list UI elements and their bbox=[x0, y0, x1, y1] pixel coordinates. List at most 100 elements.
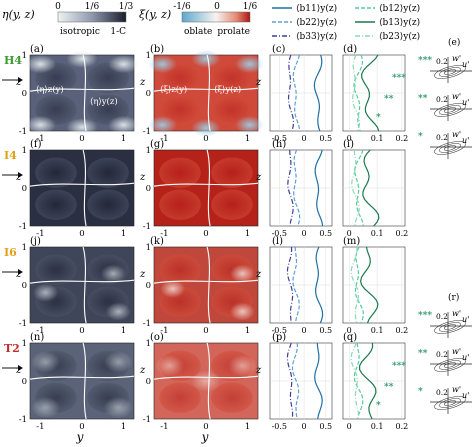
map-xtick: -1 bbox=[160, 229, 168, 239]
map-xtick: -1 bbox=[36, 229, 44, 239]
quadrant-panel-label: (e) bbox=[448, 37, 460, 48]
map-vertical-profile-line bbox=[206, 54, 211, 132]
map-ytick: 0 bbox=[146, 184, 151, 194]
map-horizontal-profile-line bbox=[153, 87, 259, 92]
profile-ylabel: z bbox=[255, 172, 262, 183]
panel-label: (a) bbox=[30, 44, 44, 55]
quadrant-tick: 0.2 bbox=[436, 350, 448, 359]
map-vertical-profile-line bbox=[206, 149, 211, 227]
quadrant-panel-0: (e)*** w'u'0.2** w'u'0.2* w'u'0.2 bbox=[418, 37, 472, 159]
map-xtick: 1 bbox=[121, 326, 126, 336]
map-ytick: 1 bbox=[146, 146, 151, 156]
legend-label-0: ⟨b11⟩y(z) bbox=[296, 3, 337, 14]
map-ytick: -1 bbox=[143, 319, 151, 329]
c-xtick: 0 bbox=[302, 422, 307, 431]
case-label: T2 bbox=[4, 342, 20, 355]
profile-ylabel: z bbox=[255, 269, 262, 280]
profile-curve-b12 bbox=[354, 246, 365, 324]
profile-curve-b23 bbox=[350, 246, 360, 324]
map-vertical-profile-line bbox=[82, 246, 87, 324]
annotation-xi-y: ⟨ξ⟩y(z) bbox=[214, 84, 241, 95]
map-blue-spot bbox=[235, 55, 265, 74]
panel-label: (b) bbox=[150, 44, 164, 55]
quadrant-u-label: u' bbox=[462, 353, 469, 362]
quadrant-u-label: u' bbox=[462, 391, 469, 400]
map-xtick: -1 bbox=[160, 134, 168, 144]
profile-ylabel: z bbox=[255, 365, 262, 376]
profile-curve-b12 bbox=[354, 149, 364, 227]
quadrant-u-label: u' bbox=[462, 60, 469, 69]
map-blob bbox=[159, 254, 201, 285]
map-ytick: 0 bbox=[22, 184, 27, 194]
map-ytick: 0 bbox=[22, 377, 27, 387]
d-xtick: 0.2 bbox=[396, 134, 409, 143]
row-I4: I4 (f) (g) (h) (i) 1 0 -1 z -1 0 1 1 0 -1 z -1 0 1 -0.5 0 0.5… bbox=[2, 139, 408, 239]
profile-curve-b33 bbox=[287, 149, 294, 227]
map-pale-spot bbox=[160, 279, 186, 298]
significance-stars: * bbox=[376, 113, 381, 123]
map-xtick: 0 bbox=[203, 229, 208, 239]
map-ytick: 1 bbox=[22, 146, 27, 156]
map-ytick: 1 bbox=[146, 339, 151, 349]
map-xtick: -1 bbox=[36, 422, 44, 432]
map-ytick: 1 bbox=[146, 243, 151, 253]
map-light-spot bbox=[103, 396, 133, 419]
profile-curve-b11 bbox=[314, 342, 323, 420]
d-xtick: 0 bbox=[347, 134, 352, 143]
map-light-spot bbox=[105, 302, 131, 321]
annotation-eta-y: ⟨η⟩y(z) bbox=[90, 96, 118, 107]
quadrant-contour bbox=[439, 360, 461, 370]
map-ytick: 1 bbox=[146, 51, 151, 61]
colorbar-eta-tick-2: 1/3 bbox=[119, 2, 134, 12]
profile-curve-b13 bbox=[361, 54, 380, 132]
map-ylabel: z bbox=[139, 365, 146, 376]
flow-arrow-head bbox=[18, 365, 23, 371]
quadrant-w-label: w' bbox=[452, 54, 461, 63]
legend-label-2: ⟨b33⟩y(z) bbox=[296, 31, 337, 42]
profile-curve-b22 bbox=[293, 149, 301, 227]
quadrant-w-label: w' bbox=[452, 92, 461, 101]
map-horizontal-profile-line bbox=[29, 87, 135, 92]
quadrant-panels: (e)*** w'u'0.2** w'u'0.2* w'u'0.2(r)*** w'u'… bbox=[418, 37, 472, 414]
panel-label: (h) bbox=[272, 139, 286, 150]
profile-ylabel: z bbox=[255, 77, 262, 88]
colorbar-xi-end-left: oblate bbox=[184, 27, 212, 37]
quadrant-contour bbox=[439, 67, 461, 77]
map-pale-spot bbox=[229, 302, 255, 321]
panel-label: (g) bbox=[150, 139, 164, 150]
c-xtick: 0.5 bbox=[319, 229, 332, 238]
row-T2: T2 (n) (o) (p) (q) 1 0 -1 z -1 0 1 1 0 -1 z -1 0 1 -0.5 0 0.5… bbox=[2, 332, 408, 432]
c-xtick: -0.5 bbox=[272, 134, 287, 143]
colorbar-eta: η(y, z) 0 1/6 1/3 isotropic 1-C bbox=[2, 2, 134, 37]
quadrant-contour bbox=[439, 143, 461, 153]
map-pale-spot bbox=[191, 370, 221, 392]
quadrant-tick: 0.2 bbox=[436, 133, 448, 142]
map-light-spot bbox=[103, 351, 133, 373]
profile-curve-b13 bbox=[362, 149, 380, 227]
map-ylabel: z bbox=[15, 365, 22, 376]
map-blue-spot bbox=[191, 49, 221, 68]
map-xtick: 0 bbox=[203, 422, 208, 432]
significance-stars: *** bbox=[392, 73, 406, 83]
xlabel-b: y bbox=[201, 430, 209, 444]
quadrant-marker: * bbox=[418, 387, 423, 397]
quadrant-u-label: u' bbox=[462, 136, 469, 145]
quadrant-marker: *** bbox=[418, 311, 432, 321]
profile-curve-b13 bbox=[359, 246, 379, 324]
map-vertical-profile-line bbox=[82, 149, 87, 227]
colorbar-xi: ξ(y, z) -1/6 0 1/6 oblate prolate bbox=[139, 2, 258, 37]
flow-arrow-head bbox=[18, 269, 23, 275]
map-xtick: -1 bbox=[36, 134, 44, 144]
map-vertical-profile-line bbox=[82, 342, 87, 420]
d-xtick: 0.1 bbox=[371, 134, 384, 143]
quadrant-contour bbox=[434, 65, 466, 79]
profile-curve-b22 bbox=[292, 54, 301, 132]
map-blob bbox=[87, 157, 129, 188]
colorbar-xi-tick-1: 0 bbox=[214, 2, 220, 12]
quadrant-contour bbox=[434, 358, 466, 372]
quadrant-contour bbox=[434, 396, 466, 410]
d-xtick: 0 bbox=[347, 422, 352, 431]
map-xtick: 1 bbox=[121, 229, 126, 239]
quadrant-contour bbox=[443, 324, 457, 330]
quadrant-contour bbox=[434, 320, 466, 334]
